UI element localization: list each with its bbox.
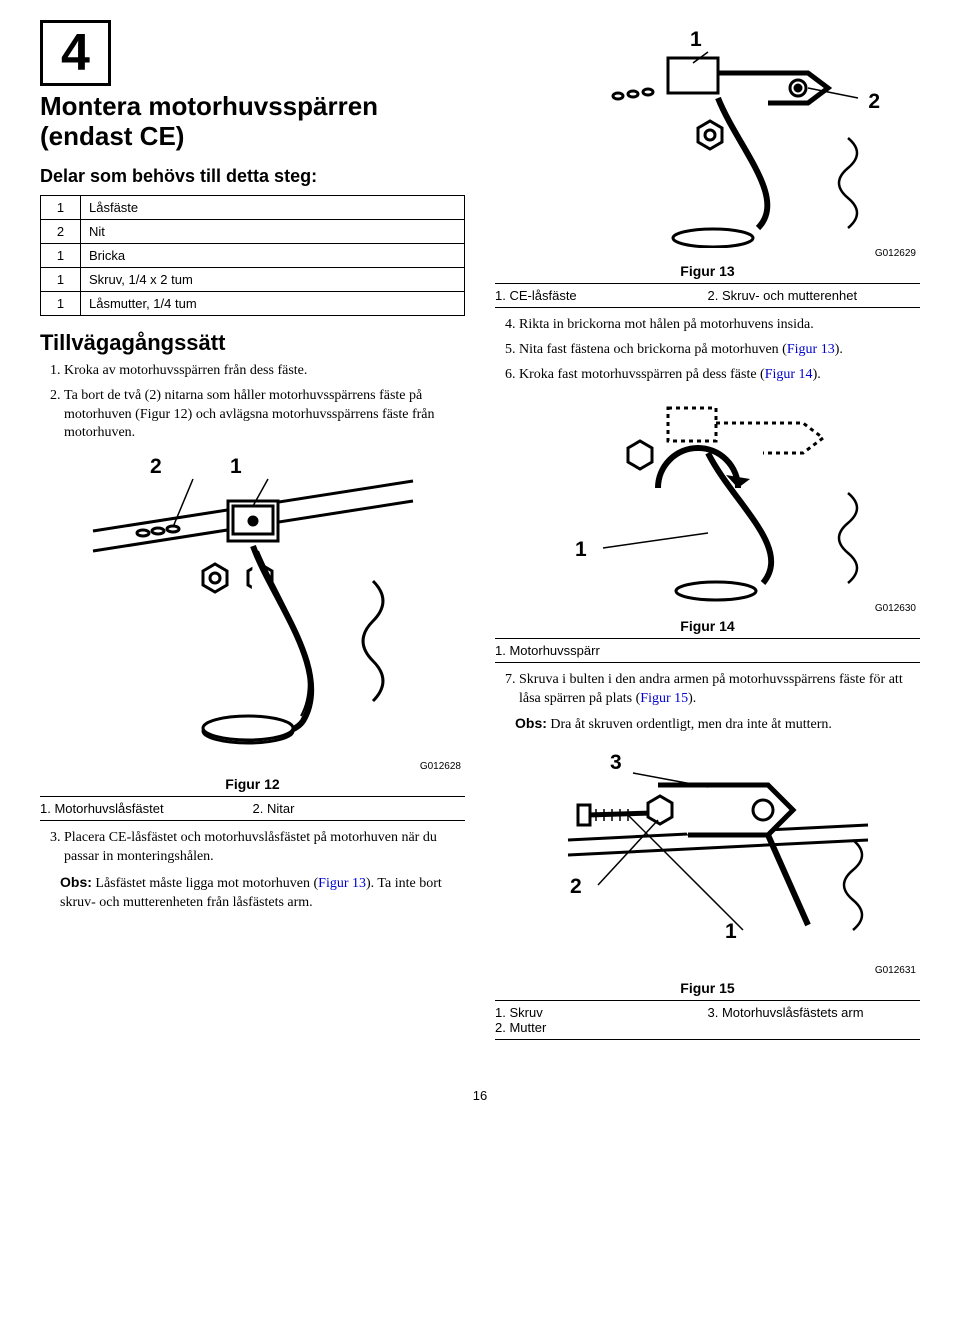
procedure-heading: Tillvägagångssätt	[40, 330, 465, 356]
step-item: Kroka av motorhuvsspärren från dess fäst…	[64, 362, 465, 381]
legend-item: 2. Mutter	[495, 1020, 708, 1035]
figure-14-caption: Figur 14	[495, 618, 920, 634]
callout-2: 2	[570, 875, 582, 899]
step-number-box: 4	[40, 20, 111, 86]
figure-12-legend: 1. Motorhuvslåsfästet 2. Nitar	[40, 796, 465, 821]
legend-item: 1. Motorhuvslåsfästet	[40, 801, 253, 816]
legend-item: 3. Motorhuvslåsfästets arm	[708, 1005, 921, 1020]
figure-14-legend: 1. Motorhuvsspärr	[495, 638, 920, 663]
figure-13-caption: Figur 13	[495, 263, 920, 279]
steps-list-right: Rikta in brickorna mot hålen på motorhuv…	[495, 316, 920, 385]
figure-15-svg	[508, 745, 908, 965]
legend-col-left: 1. Skruv 2. Mutter	[495, 1005, 708, 1035]
part-name: Skruv, 1/4 x 2 tum	[81, 267, 465, 291]
figure-14: 1 G012630	[495, 393, 920, 614]
figure-13: 1 2	[495, 28, 920, 259]
part-name: Låsfäste	[81, 195, 465, 219]
parts-heading: Delar som behövs till detta steg:	[40, 166, 465, 187]
right-column: 1 2	[495, 20, 920, 1048]
steps-list-left-cont: Placera CE-låsfästet och motorhuvslåsfäs…	[40, 829, 465, 867]
table-row: 1 Låsfäste	[41, 195, 465, 219]
figure-14-svg	[508, 393, 908, 603]
steps-list-right-cont: Skruva i bulten i den andra armen på mot…	[495, 671, 920, 709]
steps-list-left: Kroka av motorhuvsspärren från dess fäst…	[40, 362, 465, 444]
page: 4 Montera motorhuvsspärren (endast CE) D…	[0, 0, 960, 1078]
figure-13-svg	[508, 28, 908, 248]
callout-2: 2	[868, 90, 880, 114]
figure-12: 2 1	[40, 451, 465, 772]
legend-item: 1. CE-låsfäste	[495, 288, 708, 303]
legend-col-right: 3. Motorhuvslåsfästets arm	[708, 1005, 921, 1035]
step-item: Kroka fast motorhuvsspärren på dess fäst…	[519, 366, 920, 385]
callout-1: 1	[725, 920, 737, 944]
figure-12-svg	[73, 451, 433, 761]
part-qty: 1	[41, 291, 81, 315]
figure-link[interactable]: Figur 13	[318, 876, 366, 891]
note-1: Obs: Låsfästet måste ligga mot motorhuve…	[60, 873, 465, 913]
table-row: 2 Nit	[41, 219, 465, 243]
table-row: 1 Låsmutter, 1/4 tum	[41, 291, 465, 315]
callout-3: 3	[610, 751, 622, 775]
figure-12-caption: Figur 12	[40, 776, 465, 792]
legend-item: 1. Skruv	[495, 1005, 708, 1020]
figure-link[interactable]: Figur 14	[765, 367, 813, 382]
figure-13-code: G012629	[495, 248, 920, 259]
callout-1: 1	[230, 455, 242, 479]
table-row: 1 Bricka	[41, 243, 465, 267]
part-qty: 1	[41, 267, 81, 291]
figure-13-legend: 1. CE-låsfäste 2. Skruv- och mutterenhet	[495, 283, 920, 308]
page-number: 16	[0, 1078, 960, 1123]
figure-link[interactable]: Figur 13	[787, 342, 835, 357]
part-qty: 1	[41, 243, 81, 267]
callout-2: 2	[150, 455, 162, 479]
figure-15-legend: 1. Skruv 2. Mutter 3. Motorhuvslåsfästet…	[495, 1000, 920, 1040]
figure-12-code: G012628	[40, 761, 465, 772]
note-2: Obs: Dra åt skruven ordentligt, men dra …	[515, 714, 920, 735]
part-name: Låsmutter, 1/4 tum	[81, 291, 465, 315]
step-item: Placera CE-låsfästet och motorhuvslåsfäs…	[64, 829, 465, 867]
legend-item: 2. Nitar	[253, 801, 466, 816]
step-item: Rikta in brickorna mot hålen på motorhuv…	[519, 316, 920, 335]
figure-15-caption: Figur 15	[495, 980, 920, 996]
figure-14-code: G012630	[495, 603, 920, 614]
figure-15-code: G012631	[495, 965, 920, 976]
step-item: Skruva i bulten i den andra armen på mot…	[519, 671, 920, 709]
part-name: Nit	[81, 219, 465, 243]
parts-table: 1 Låsfäste 2 Nit 1 Bricka 1 Skruv, 1/4 x…	[40, 195, 465, 316]
title-line-1: Montera motorhuvsspärren	[40, 91, 378, 121]
callout-1: 1	[575, 538, 587, 562]
section-title: Montera motorhuvsspärren (endast CE)	[40, 92, 465, 152]
table-row: 1 Skruv, 1/4 x 2 tum	[41, 267, 465, 291]
title-line-2: (endast CE)	[40, 121, 184, 151]
left-column: 4 Montera motorhuvsspärren (endast CE) D…	[40, 20, 465, 1048]
part-qty: 2	[41, 219, 81, 243]
figure-15: 3 2 1	[495, 745, 920, 976]
step-item: Ta bort de två (2) nitarna som håller mo…	[64, 387, 465, 444]
step-item: Nita fast fästena och brickorna på motor…	[519, 341, 920, 360]
part-name: Bricka	[81, 243, 465, 267]
legend-item: 1. Motorhuvsspärr	[495, 643, 708, 658]
part-qty: 1	[41, 195, 81, 219]
legend-item: 2. Skruv- och mutterenhet	[708, 288, 921, 303]
figure-link[interactable]: Figur 15	[640, 691, 688, 706]
callout-1: 1	[690, 28, 702, 52]
